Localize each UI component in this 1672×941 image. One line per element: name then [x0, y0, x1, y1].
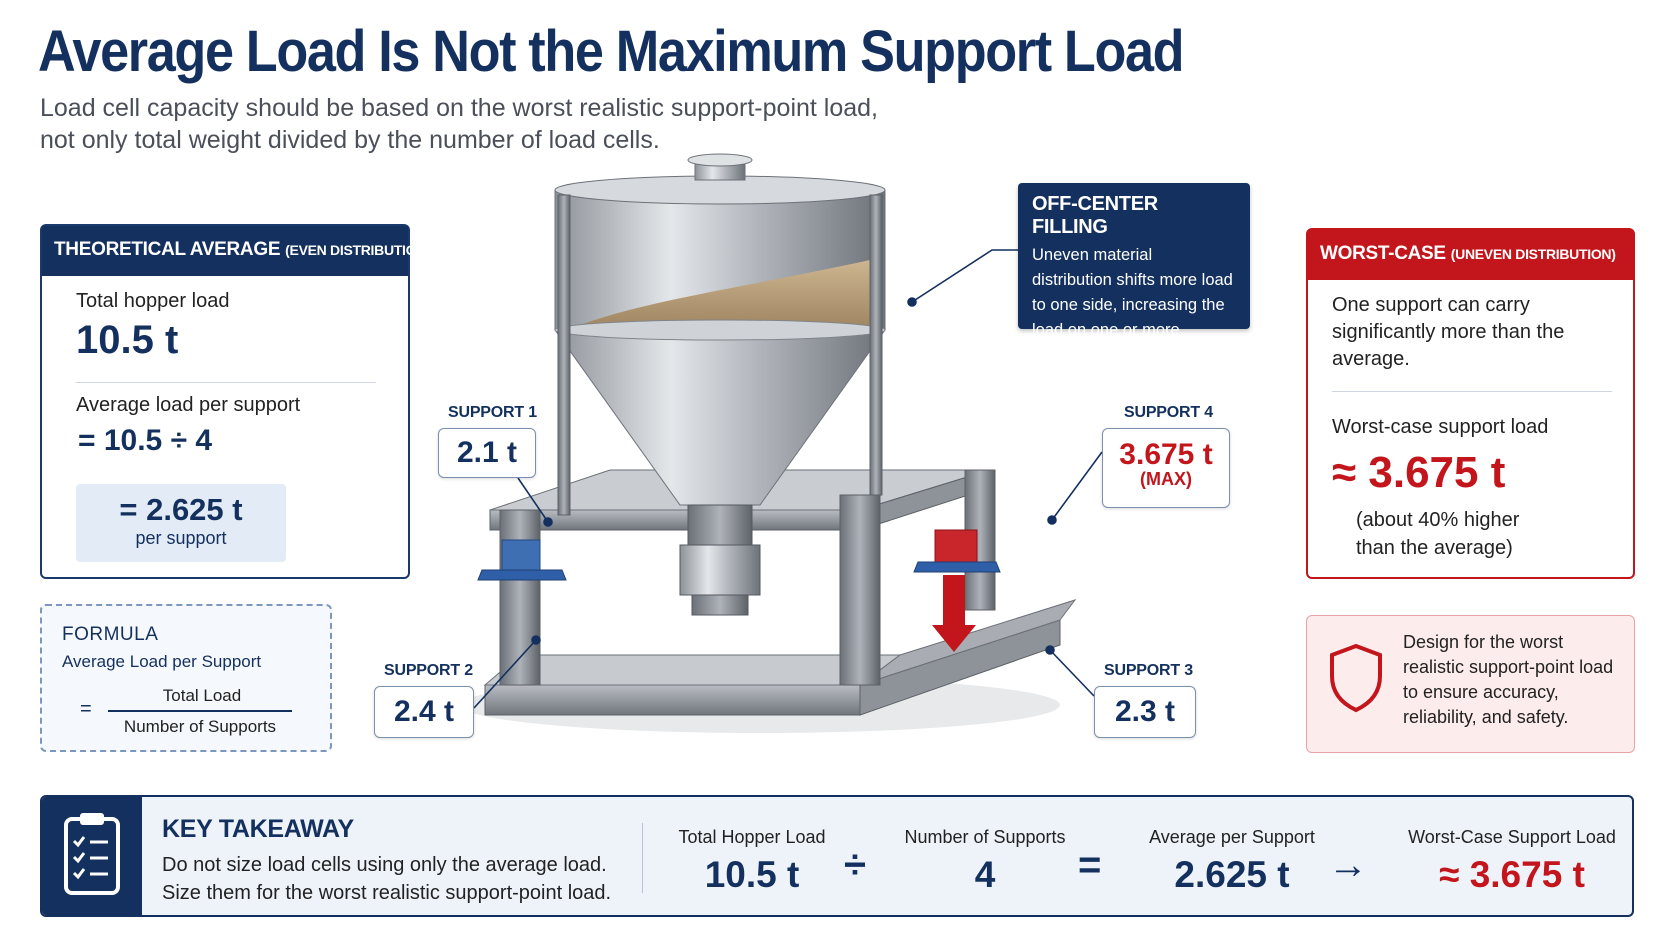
takeaway-line-2: Size them for the worst realistic suppor… [162, 882, 612, 904]
total-hopper-load-label: Total hopper load [76, 290, 230, 312]
key-takeaway-banner: KEY TAKEAWAY Do not size load cells usin… [40, 795, 1634, 917]
takeaway-worst-case-value: ≈ 3.675 t [1439, 854, 1585, 895]
theoretical-average-card: THEORETICAL AVERAGE (EVEN DISTRIBUTION) … [40, 224, 431, 579]
subtitle-line-2: not only total weight divided by the num… [40, 126, 660, 154]
page-subtitle: Load cell capacity should be based on th… [40, 92, 1020, 156]
off-center-filling-callout: OFF-CENTER FILLING Uneven material distr… [1018, 183, 1250, 364]
takeaway-average-value: 2.625 t [1174, 854, 1290, 895]
takeaway-total-load-value: 10.5 t [704, 854, 800, 895]
subtitle-line-1: Load cell capacity should be based on th… [40, 94, 879, 122]
takeaway-worst-case-label: Worst-Case Support Load [1408, 827, 1616, 847]
worst-case-load-label: Worst-case support load [1332, 416, 1549, 438]
shield-icon [1330, 643, 1382, 713]
total-hopper-load-value: 10.5 t [76, 318, 179, 362]
worst-case-header: WORST-CASE (UNEVEN DISTRIBUTION) [1308, 230, 1633, 280]
takeaway-heading: KEY TAKEAWAY [162, 815, 354, 843]
design-note-card: Design for the worst realistic support-p… [1306, 615, 1635, 753]
average-result-unit: per support [135, 528, 227, 548]
worst-case-description: One support can carry significantly more… [1332, 294, 1565, 370]
formula-numerator: Total Load [162, 686, 242, 705]
page-title: Average Load Is Not the Maximum Support … [38, 19, 1185, 84]
takeaway-line-1: Do not size load cells using only the av… [162, 854, 607, 876]
theoretical-header-title: THEORETICAL AVERAGE [54, 239, 281, 260]
formula-card: FORMULA Average Load per Support = Total… [40, 604, 332, 752]
arrow-operator: → [1328, 843, 1368, 887]
divider [1332, 391, 1612, 392]
checklist-icon [64, 813, 120, 895]
off-center-heading: OFF-CENTER FILLING [1032, 193, 1158, 238]
support-3-value: 2.3 t [1094, 686, 1196, 738]
formula-heading: FORMULA [62, 624, 159, 645]
takeaway-average-label: Average per Support [1149, 827, 1315, 847]
takeaway-average: Average per Support 2.625 t [1132, 827, 1332, 896]
design-note-text: Design for the worst realistic support-p… [1403, 632, 1614, 727]
support-4-max-note: (MAX) [1140, 469, 1192, 489]
worst-case-card: WORST-CASE (UNEVEN DISTRIBUTION) One sup… [1306, 228, 1635, 579]
takeaway-worst-case: Worst-Case Support Load ≈ 3.675 t [1402, 827, 1622, 896]
theoretical-header-note: (EVEN DISTRIBUTION) [285, 242, 431, 258]
formula-title: Average Load per Support [62, 652, 262, 671]
worst-case-header-title: WORST-CASE [1320, 243, 1446, 264]
support-4-label: SUPPORT 4 [1124, 404, 1213, 421]
takeaway-num-supports-label: Number of Supports [904, 827, 1066, 847]
takeaway-icon-box [42, 797, 142, 915]
equals-operator: = [1078, 843, 1102, 887]
support-2-label: SUPPORT 2 [384, 662, 473, 679]
takeaway-total-load-label: Total Hopper Load [678, 827, 826, 847]
theoretical-average-header: THEORETICAL AVERAGE (EVEN DISTRIBUTION) [42, 226, 431, 276]
formula-equals: = [80, 698, 92, 720]
takeaway-text: Do not size load cells using only the av… [162, 851, 611, 907]
support-1-label: SUPPORT 1 [448, 404, 537, 421]
support-4-value: 3.675 t [1119, 438, 1213, 471]
average-load-calc: = 10.5 ÷ 4 [78, 424, 213, 457]
average-result-box: = 2.625 t per support [76, 484, 286, 562]
takeaway-divider [642, 823, 643, 893]
worst-case-note: (about 40% higher than the average) [1356, 509, 1520, 559]
off-center-text: Uneven material distribution shifts more… [1032, 246, 1233, 364]
support-3-label: SUPPORT 3 [1104, 662, 1193, 679]
takeaway-num-supports-value: 4 [974, 854, 996, 895]
takeaway-total-load: Total Hopper Load 10.5 t [662, 827, 842, 896]
support-2-value: 2.4 t [374, 686, 474, 738]
worst-case-load-value: ≈ 3.675 t [1332, 448, 1506, 497]
average-load-label: Average load per support [76, 394, 301, 416]
fraction-bar [108, 710, 292, 712]
divide-operator: ÷ [844, 843, 866, 887]
support-1-value: 2.1 t [438, 428, 536, 478]
takeaway-num-supports: Number of Supports 4 [890, 827, 1080, 896]
worst-case-header-note: (UNEVEN DISTRIBUTION) [1450, 246, 1616, 262]
average-result-value: = 2.625 t [119, 492, 243, 527]
formula-denominator: Number of Supports [123, 717, 277, 736]
divider [76, 382, 376, 383]
hopper-illustration [460, 153, 1077, 733]
support-4-box: 3.675 t (MAX) [1102, 428, 1230, 508]
